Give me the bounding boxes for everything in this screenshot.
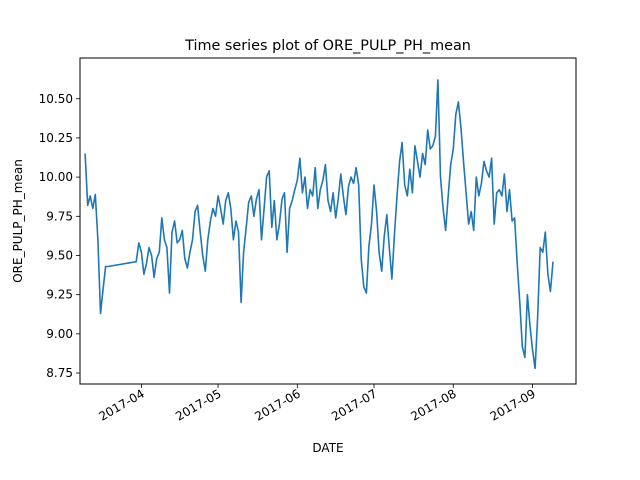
chart-title: Time series plot of ORE_PULP_PH_mean bbox=[184, 38, 471, 54]
x-tick-label: 2017-09 bbox=[488, 386, 538, 423]
y-tick-label: 10.00 bbox=[39, 170, 73, 184]
plot-frame bbox=[79, 57, 577, 385]
x-tick-label: 2017-07 bbox=[329, 386, 379, 423]
y-tick-label: 10.50 bbox=[39, 92, 73, 106]
y-tick-label: 9.00 bbox=[46, 327, 73, 341]
y-axis-label: ORE_PULP_PH_mean bbox=[11, 159, 25, 283]
y-tick-label: 9.50 bbox=[46, 248, 73, 262]
y-tick-label: 9.25 bbox=[46, 288, 73, 302]
x-tick-label: 2017-08 bbox=[408, 386, 458, 423]
series-line bbox=[84, 79, 554, 370]
y-tick-label: 8.75 bbox=[46, 366, 73, 380]
y-tick-label: 10.25 bbox=[39, 131, 73, 145]
plot-background bbox=[80, 58, 576, 384]
x-tick-label: 2017-06 bbox=[252, 386, 302, 423]
plot-area bbox=[79, 57, 577, 385]
x-axis: 2017-04 2017-05 2017-06 2017-07 2017-08 2017-… bbox=[96, 384, 538, 424]
x-tick-label: 2017-04 bbox=[96, 386, 146, 423]
y-axis: 8.75 9.00 9.25 9.50 9.75 10.00 10.25 10.50 bbox=[39, 92, 80, 380]
y-tick-label: 9.75 bbox=[46, 209, 73, 223]
x-axis-label: DATE bbox=[312, 441, 343, 455]
x-tick-label: 2017-05 bbox=[173, 386, 223, 423]
